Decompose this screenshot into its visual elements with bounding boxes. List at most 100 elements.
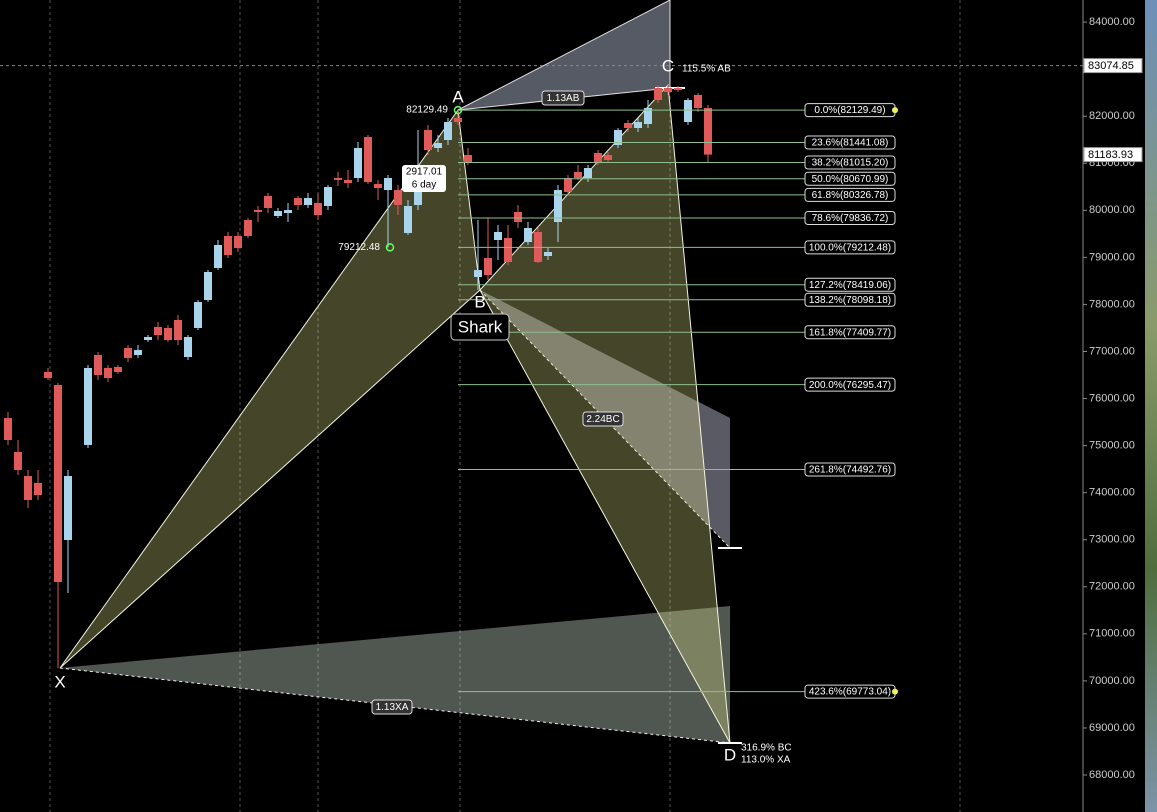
- candle-body: [254, 210, 262, 212]
- pattern-point-label: X: [54, 672, 65, 691]
- ratio-label-box: [541, 90, 585, 106]
- candle-body: [204, 272, 212, 300]
- y-tick-label: 78000.00: [1089, 298, 1135, 310]
- candle-body: [394, 190, 402, 205]
- candle-body: [54, 384, 62, 583]
- candle-body: [64, 476, 72, 540]
- fib-label: 200.0%(76295.47): [809, 380, 891, 391]
- fib-handle: [892, 688, 898, 695]
- candle-body: [24, 476, 32, 500]
- candle-body: [684, 100, 692, 123]
- candle-body: [444, 122, 452, 140]
- fib-label-box: [804, 462, 896, 477]
- candle-body: [514, 212, 522, 223]
- pivot-label: 79212.48: [338, 242, 380, 253]
- y-tick-label: 77000.00: [1089, 345, 1135, 357]
- fib-label-box: [804, 325, 896, 340]
- candle-body: [464, 155, 472, 163]
- pattern-note: 113.0% XA: [741, 755, 791, 766]
- candle-body: [494, 232, 502, 240]
- candle-body: [694, 95, 702, 108]
- candle-body: [594, 152, 602, 163]
- y-tick-label: 68000.00: [1089, 769, 1135, 781]
- candle-body: [104, 368, 112, 379]
- candle-body: [604, 155, 612, 160]
- candle-body: [294, 198, 302, 205]
- crosshair-tag-box: [1083, 58, 1143, 74]
- swing-box: [402, 165, 446, 192]
- candle-body: [374, 184, 382, 188]
- fib-label: 161.8%(77409.77): [809, 327, 891, 338]
- candle-body: [674, 88, 682, 91]
- pattern-point-label: B: [474, 293, 485, 312]
- candle-body: [564, 178, 572, 192]
- fib-label: 23.6%(81441.08): [812, 138, 889, 149]
- xab-triangle: [59, 108, 481, 669]
- candle-body: [84, 368, 92, 445]
- y-tick-label: 72000.00: [1089, 581, 1135, 593]
- candle-body: [284, 210, 292, 213]
- pattern-point-label: C: [662, 56, 674, 75]
- fib-label-box: [804, 210, 896, 225]
- candle-body: [244, 220, 252, 236]
- candle-body: [224, 236, 232, 256]
- candle-body: [124, 348, 132, 359]
- pivot-label: 82129.49: [406, 105, 448, 116]
- candle-body: [274, 211, 282, 216]
- candle-body: [704, 108, 712, 155]
- desktop-wallpaper: [1145, 0, 1157, 812]
- fib-label: 38.2%(81015.20): [812, 158, 889, 169]
- fib-label: 100.0%(79212.48): [809, 243, 891, 254]
- candle-body: [214, 244, 222, 268]
- crosshair-tag: 83074.85: [1088, 60, 1134, 72]
- candle-body: [624, 123, 632, 128]
- y-tick-label: 84000.00: [1089, 16, 1135, 28]
- candle-body: [654, 88, 662, 100]
- candle-body: [154, 327, 162, 336]
- fib-label-box: [804, 155, 896, 170]
- candle-body: [474, 270, 482, 277]
- fib-label-box: [804, 277, 896, 292]
- ratio-label: 1.13AB: [547, 93, 580, 104]
- candle-body: [194, 302, 202, 328]
- xa-projection: [60, 606, 730, 743]
- y-tick-label: 80000.00: [1089, 204, 1135, 216]
- y-tick-label: 75000.00: [1089, 440, 1135, 452]
- fib-label: 50.0%(80670.99): [812, 174, 889, 185]
- fib-label: 61.8%(80326.78): [812, 190, 889, 201]
- last-price-tag: 81183.93: [1088, 149, 1133, 161]
- candle-body: [344, 180, 352, 184]
- candle-body: [384, 178, 392, 191]
- ratio-label-box: [582, 411, 624, 427]
- candle-body: [184, 336, 192, 357]
- fib-levels: 0.0%(82129.49) 23.6%(81441.08) 38.2%(81015…: [458, 103, 898, 699]
- candle-body: [134, 350, 142, 356]
- candle-body: [334, 178, 342, 180]
- fib-label-box: [804, 240, 896, 255]
- candle-body: [144, 336, 152, 340]
- candle-body: [614, 130, 622, 145]
- y-axis: 68000.00 69000.00 70000.00 71000.00 72000.00…: [1082, 0, 1157, 812]
- pivot-marker: [453, 105, 463, 115]
- fib-label: 78.6%(79836.72): [812, 213, 889, 224]
- fib-label-box: [804, 377, 896, 392]
- candle-body: [44, 372, 52, 379]
- fib-handle: [892, 107, 898, 114]
- candle-body: [234, 236, 242, 248]
- y-tick-label: 71000.00: [1089, 628, 1135, 640]
- fib-label-box: [804, 171, 896, 186]
- candle-body: [264, 196, 272, 208]
- candle-body: [664, 88, 672, 92]
- candle-body: [164, 328, 172, 340]
- candle-body: [354, 148, 362, 179]
- fib-label-box: [804, 187, 896, 202]
- fib-label: 0.0%(82129.49): [814, 105, 885, 116]
- y-tick-label: 79000.00: [1089, 251, 1135, 263]
- ratio-label: 1.13XA: [376, 702, 409, 713]
- candle-body: [504, 238, 512, 263]
- fib-label: 423.6%(69773.04): [809, 687, 891, 698]
